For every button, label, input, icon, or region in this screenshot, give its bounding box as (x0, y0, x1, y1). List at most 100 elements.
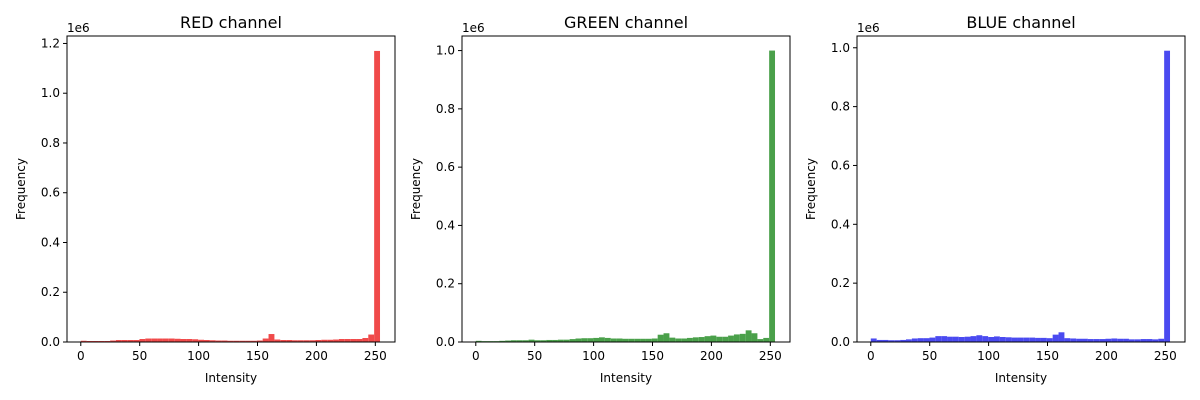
green-bar (610, 338, 617, 342)
red-bar (157, 338, 163, 342)
green-x-tick-label: 150 (641, 349, 664, 363)
blue-y-tick-label: 0.6 (831, 158, 850, 172)
red-bar (333, 339, 339, 342)
red-x-axis-label: Intensity (205, 371, 257, 385)
red-bar (115, 340, 122, 342)
green-bar (640, 338, 646, 342)
red-bar (121, 340, 128, 342)
red-bar (350, 339, 357, 342)
blue-bar (894, 340, 901, 342)
red-bar (362, 338, 369, 342)
green-y-tick-label: 1.0 (436, 44, 455, 58)
green-bar (722, 336, 729, 342)
blue-bar (1134, 339, 1141, 342)
blue-bar (941, 336, 948, 342)
green-bar (557, 339, 564, 342)
blue-chart-title: BLUE channel (966, 13, 1075, 32)
blue-bar (982, 336, 989, 342)
red-bar (262, 338, 269, 342)
green-y-offset-label: 1e6 (462, 21, 485, 35)
red-bar (321, 339, 328, 342)
red-bar (209, 340, 216, 342)
blue-bar (970, 336, 977, 342)
green-bar (575, 338, 582, 342)
blue-bar (1164, 50, 1171, 343)
green-bar (587, 338, 594, 342)
blue-bar (964, 336, 971, 342)
green-bar (745, 330, 752, 342)
blue-bar (1070, 338, 1077, 342)
blue-x-tick-label: 250 (1154, 349, 1177, 363)
green-x-tick-label: 100 (582, 349, 605, 363)
blue-bar (1046, 338, 1053, 342)
red-y-tick-label: 0.6 (41, 186, 60, 200)
blue-bar (958, 337, 965, 342)
blue-histogram: 0 50 100 150 200 250 0.0 0.2 0.4 0.6 0.8 1.0 1e6 BLUE… (804, 13, 1186, 385)
green-bar (522, 340, 529, 342)
red-bar (274, 339, 281, 342)
blue-bar (876, 339, 883, 342)
red-y-tick-label: 0.0 (41, 335, 60, 349)
green-x-axis-label: Intensity (600, 371, 652, 385)
blue-bar (947, 336, 953, 342)
green-bar (616, 338, 623, 342)
green-y-tick-label: 0.2 (436, 277, 455, 291)
green-bar (540, 340, 547, 342)
blue-bar (976, 335, 983, 342)
blue-bar (935, 336, 942, 342)
blue-y-tick-label: 0.4 (831, 217, 850, 231)
blue-y-axis-label: Frequency (804, 158, 818, 220)
blue-y-tick-label: 1.0 (831, 41, 850, 55)
blue-bar (1058, 332, 1065, 342)
red-axes-frame (66, 35, 396, 343)
blue-bar (1035, 337, 1041, 342)
blue-bar (888, 340, 895, 342)
red-bar (80, 340, 87, 342)
green-bar (563, 339, 570, 342)
blue-bar (923, 338, 930, 342)
red-x-tick-label: 150 (246, 349, 269, 363)
blue-bar (1117, 338, 1124, 342)
blue-x-tick-label: 100 (977, 349, 1000, 363)
blue-bar (1023, 337, 1030, 342)
green-y-axis-label: Frequency (409, 158, 423, 220)
blue-bars (870, 50, 1171, 343)
blue-bar (1105, 338, 1112, 342)
blue-bar (1152, 339, 1159, 342)
green-bar (510, 340, 517, 342)
red-bar (250, 340, 257, 342)
blue-bar (1111, 338, 1118, 342)
red-y-tick-label: 0.2 (41, 285, 60, 299)
green-chart-title: GREEN channel (564, 13, 688, 32)
blue-x-tick-label: 50 (922, 349, 937, 363)
red-bar (309, 340, 316, 342)
green-bar (763, 337, 770, 342)
red-histogram: 0 50 100 150 200 250 0.0 0.2 0.4 0.6 0.8 1.0 1.2 1e6 R… (14, 13, 396, 385)
green-bar (751, 333, 758, 342)
blue-bar (994, 336, 1000, 342)
green-histogram: 0 50 100 150 200 250 0.0 0.2 0.4 0.6 0.8 1.0 1e6 GREE… (409, 13, 791, 385)
green-bar (669, 337, 676, 342)
red-bar (280, 340, 287, 342)
blue-x-tick-label: 200 (1095, 349, 1118, 363)
green-bar (569, 339, 576, 342)
green-bar (499, 340, 506, 342)
red-bar (198, 339, 204, 342)
blue-y-tick-label: 0.2 (831, 276, 850, 290)
red-bar (215, 340, 222, 342)
blue-bar (1123, 338, 1129, 342)
blue-bar (1064, 338, 1071, 342)
blue-bar (999, 337, 1006, 342)
green-bar (534, 340, 541, 342)
blue-bar (1140, 339, 1147, 342)
green-bar (634, 338, 641, 342)
red-bar (297, 340, 304, 342)
red-bar (327, 339, 334, 342)
red-bar (204, 340, 210, 342)
blue-x-axis-label: Intensity (995, 371, 1047, 385)
green-bar (733, 334, 740, 342)
green-bar (716, 336, 723, 342)
blue-bar (870, 338, 877, 342)
green-bar (593, 337, 599, 342)
red-bar (151, 338, 158, 342)
